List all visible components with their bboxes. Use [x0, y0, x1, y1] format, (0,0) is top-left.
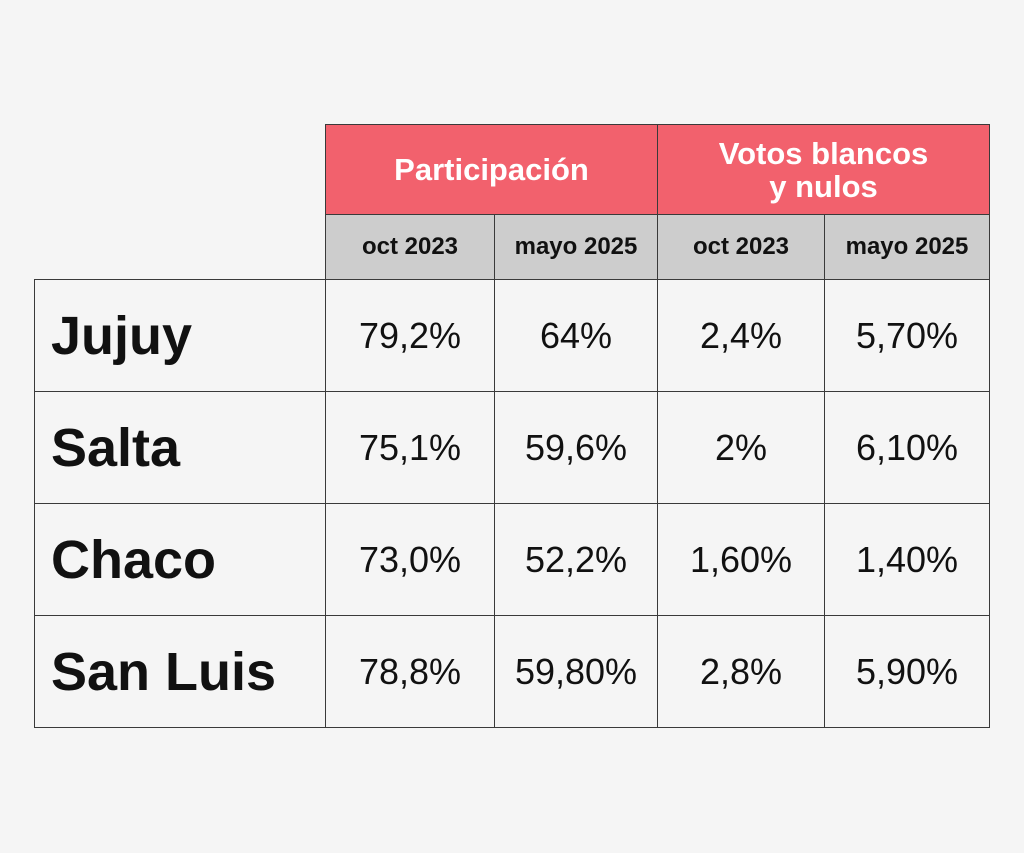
province-label: Chaco [34, 503, 326, 616]
value-cell: 75,1% [325, 391, 495, 504]
value-cell: 5,90% [824, 615, 990, 728]
table-row: San Luis 78,8% 59,80% 2,8% 5,90% [34, 615, 990, 728]
subheader-participacion-oct-2023: oct 2023 [325, 214, 495, 280]
group-header-participacion-line: Participación [394, 152, 589, 187]
province-label: San Luis [34, 615, 326, 728]
corner-empty-cell-2 [35, 215, 326, 280]
value-cell: 2% [657, 391, 825, 504]
value-cell: 78,8% [325, 615, 495, 728]
value-cell: 2,4% [657, 279, 825, 392]
subheader-participacion-mayo-2025: mayo 2025 [494, 214, 658, 280]
value-cell: 1,60% [657, 503, 825, 616]
group-header-row: Participación Votos blancos y nulos [35, 124, 990, 215]
table-row: Salta 75,1% 59,6% 2% 6,10% [34, 391, 990, 504]
value-cell: 1,40% [824, 503, 990, 616]
group-header-votos-blancos-line-1: Votos blancos [718, 135, 929, 171]
value-cell: 2,8% [657, 615, 825, 728]
value-cell: 5,70% [824, 279, 990, 392]
value-cell: 52,2% [494, 503, 658, 616]
value-cell: 6,10% [824, 391, 990, 504]
value-cell: 59,6% [494, 391, 658, 504]
corner-empty-cell [35, 125, 326, 215]
subheader-votos-oct-2023: oct 2023 [657, 214, 825, 280]
table-row: Jujuy 79,2% 64% 2,4% 5,70% [34, 279, 990, 392]
value-cell: 59,80% [494, 615, 658, 728]
results-table: Participación Votos blancos y nulos oct … [34, 124, 990, 728]
group-header-participacion: Participación [325, 124, 658, 215]
province-label: Salta [34, 391, 326, 504]
group-header-votos-blancos-line-2: y nulos [769, 168, 878, 204]
group-header-votos-blancos: Votos blancos y nulos [657, 124, 990, 215]
value-cell: 73,0% [325, 503, 495, 616]
table-row: Chaco 73,0% 52,2% 1,60% 1,40% [34, 503, 990, 616]
value-cell: 64% [494, 279, 658, 392]
subheader-votos-mayo-2025: mayo 2025 [824, 214, 990, 280]
subheader-row: oct 2023 mayo 2025 oct 2023 mayo 2025 [35, 214, 990, 280]
province-label: Jujuy [34, 279, 326, 392]
value-cell: 79,2% [325, 279, 495, 392]
